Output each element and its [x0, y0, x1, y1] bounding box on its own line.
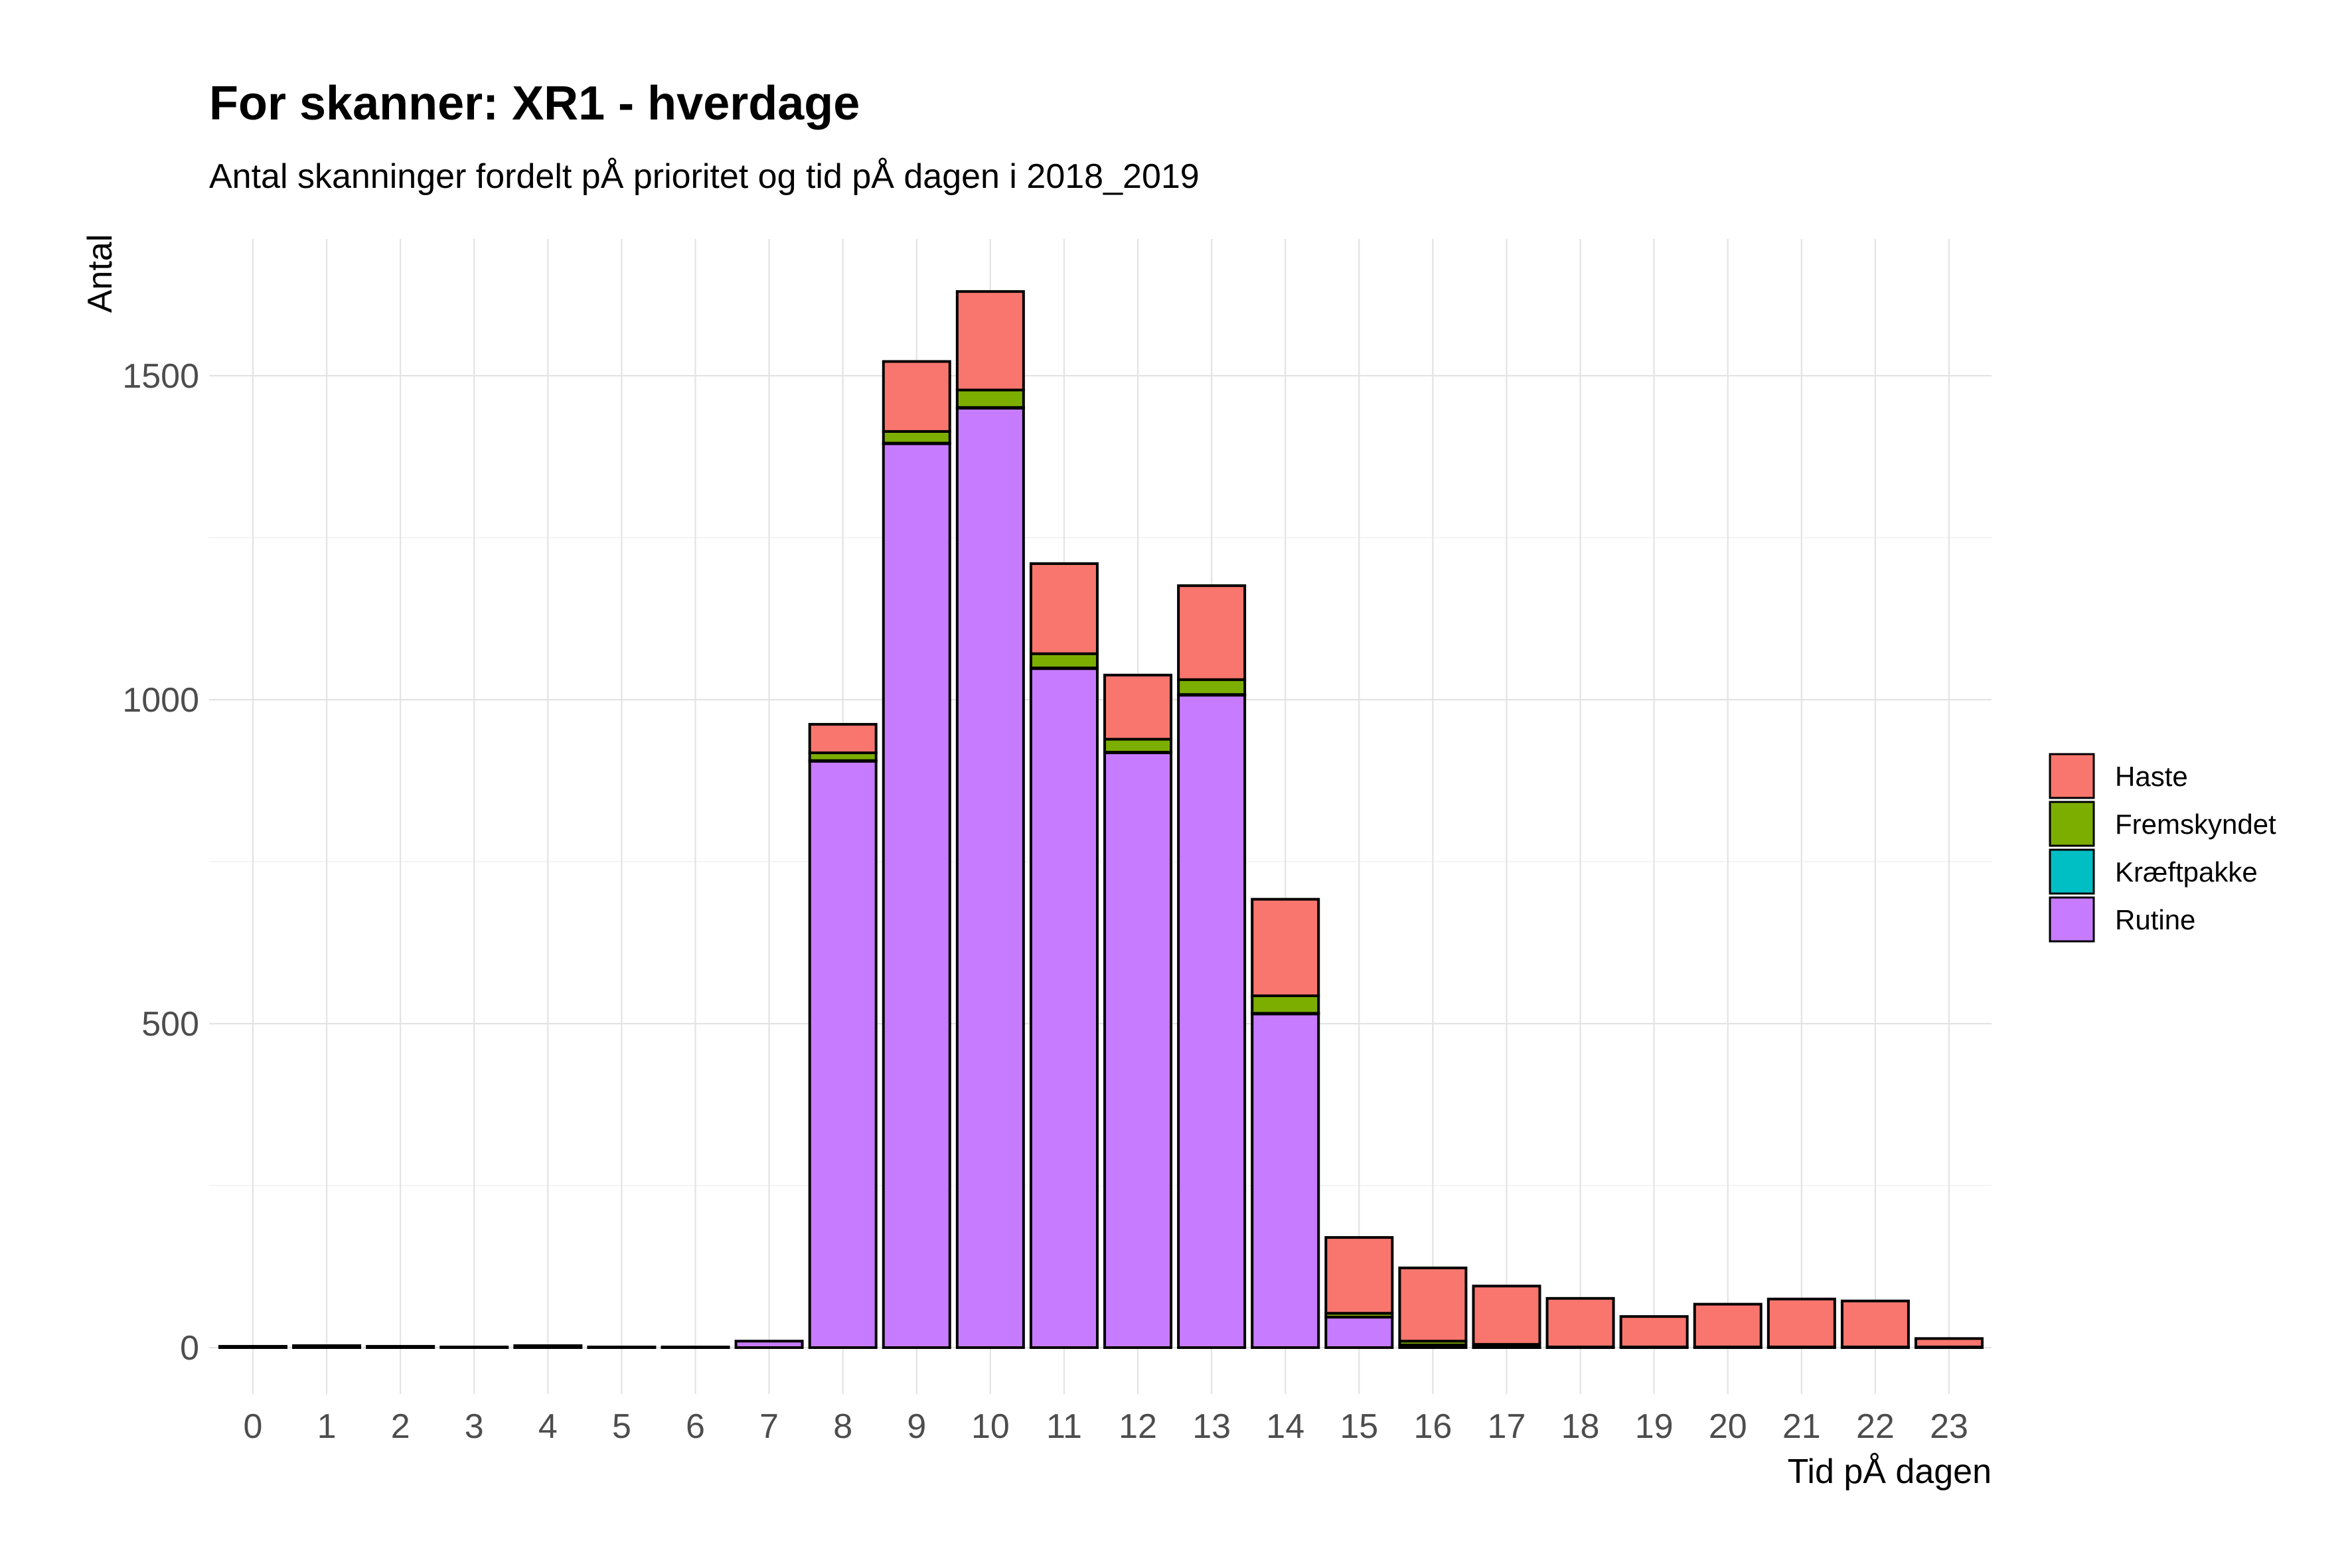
bar-haste-16: [1398, 1266, 1468, 1343]
x-tick-label: 17: [1488, 1407, 1526, 1446]
bar-fremskyndet-12: [1103, 738, 1173, 754]
bar-rutine-10: [955, 406, 1025, 1349]
bar-rutine-8: [808, 759, 878, 1349]
x-tick-label: 11: [1046, 1407, 1082, 1446]
gridlines: [209, 239, 1992, 1394]
y-axis-title: Antal: [81, 234, 119, 313]
legend-label: Kræftpakke: [2115, 856, 2258, 888]
bar-fremskyndet-11: [1029, 652, 1099, 670]
bar-haste-9: [882, 360, 951, 433]
bar-haste-15: [1324, 1236, 1394, 1315]
x-tick-label: 12: [1119, 1407, 1157, 1446]
x-tick-label: 21: [1782, 1407, 1821, 1446]
chart-title: For skanner: XR1 - hverdage: [209, 77, 860, 130]
x-tick-label: 1: [317, 1407, 337, 1446]
x-tick-label: 5: [612, 1407, 631, 1446]
legend: Haste Fremskyndet Kræftpakke Rutine: [2049, 753, 2276, 943]
x-tick-label: 23: [1930, 1407, 1968, 1446]
legend-key-rutine: [2049, 896, 2095, 943]
x-axis-title: Tid pÅ dagen: [1788, 1452, 1992, 1491]
bar-rutine-2: [366, 1345, 435, 1349]
bar-rutine-11: [1029, 667, 1099, 1349]
bar-fremskyndet-13: [1177, 678, 1247, 696]
x-tick-label: 22: [1856, 1407, 1895, 1446]
bar-haste-8: [808, 723, 878, 755]
x-tick-label: 8: [833, 1407, 852, 1446]
x-tick-label: 10: [971, 1407, 1010, 1446]
x-tick-label: 0: [244, 1407, 263, 1446]
x-tick-label: 14: [1266, 1407, 1304, 1446]
bar-rutine-1: [292, 1344, 362, 1350]
y-tick-label: 500: [141, 1005, 199, 1044]
x-tick-label: 18: [1561, 1407, 1600, 1446]
y-axis-ticks: 0 500 1000 1500: [122, 357, 199, 1368]
legend-label: Rutine: [2115, 904, 2195, 935]
x-tick-label: 19: [1635, 1407, 1674, 1446]
bar-rutine-12: [1103, 751, 1173, 1349]
bar-rutine-7: [734, 1340, 804, 1349]
x-tick-label: 15: [1340, 1407, 1378, 1446]
y-tick-label: 0: [180, 1329, 199, 1368]
x-tick-label: 6: [686, 1407, 705, 1446]
x-tick-label: 20: [1709, 1407, 1747, 1446]
bar-fremskyndet-14: [1251, 994, 1320, 1015]
bar-fremskyndet-9: [882, 430, 951, 445]
bar-haste-12: [1103, 673, 1173, 741]
bar-haste-10: [955, 290, 1025, 392]
y-tick-label: 1000: [122, 681, 199, 720]
bar-rutine-3: [439, 1346, 509, 1350]
legend-key-haste: [2049, 753, 2095, 799]
bar-rutine-6: [661, 1346, 730, 1350]
x-tick-label: 7: [759, 1407, 779, 1446]
bar-haste-17: [1472, 1285, 1541, 1346]
bar-rutine-9: [882, 442, 951, 1349]
bar-haste-23: [1915, 1337, 1984, 1349]
bar-rutine-5: [587, 1346, 657, 1350]
x-tick-label: 4: [538, 1407, 558, 1446]
bar-rutine-4: [513, 1344, 583, 1350]
chart-subtitle: Antal skanninger fordelt pÅ prioritet og…: [209, 157, 1200, 196]
bar-haste-13: [1177, 584, 1247, 681]
bar-haste-18: [1545, 1296, 1615, 1349]
bar-rutine-13: [1177, 694, 1247, 1349]
y-tick-label: 1500: [122, 357, 199, 396]
bar-haste-20: [1693, 1302, 1763, 1349]
bar-haste-21: [1766, 1297, 1836, 1349]
bar-haste-22: [1840, 1299, 1910, 1349]
bar-rutine-0: [218, 1345, 287, 1349]
bar-haste-11: [1029, 562, 1099, 655]
bar-rutine-15: [1324, 1316, 1394, 1350]
bar-rutine-14: [1251, 1012, 1320, 1349]
x-axis-ticks: 0 1 2 3 4 5 6 7 8 9 10 11 12 13 14 15 16 17 18 19 20 21 22 23: [244, 1407, 1968, 1446]
legend-label: Fremskyndet: [2115, 809, 2276, 840]
legend-key-fremskyndet: [2049, 801, 2095, 847]
x-tick-label: 9: [907, 1407, 926, 1446]
bar-haste-19: [1619, 1315, 1689, 1349]
x-tick-label: 3: [465, 1407, 484, 1446]
bars: [218, 290, 1984, 1350]
x-tick-label: 13: [1192, 1407, 1231, 1446]
x-tick-label: 2: [391, 1407, 410, 1446]
x-tick-label: 16: [1413, 1407, 1452, 1446]
legend-key-kr-ftpakke: [2049, 848, 2095, 895]
legend-label: Haste: [2115, 761, 2188, 792]
bar-fremskyndet-10: [955, 388, 1025, 409]
bar-haste-14: [1251, 898, 1320, 998]
